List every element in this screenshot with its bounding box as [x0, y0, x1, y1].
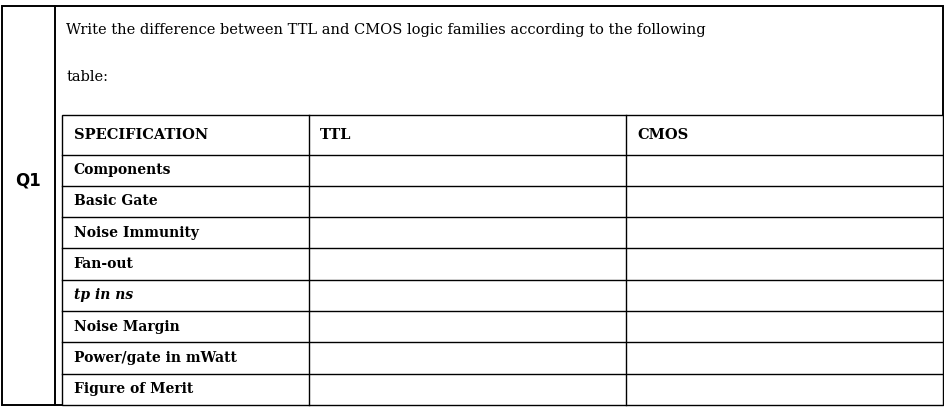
Text: Fan-out: Fan-out — [74, 257, 133, 271]
Bar — [62, 115, 942, 405]
Text: Noise Margin: Noise Margin — [74, 320, 179, 334]
Text: SPECIFICATION: SPECIFICATION — [74, 128, 208, 142]
Text: Basic Gate: Basic Gate — [74, 194, 157, 208]
Text: Figure of Merit: Figure of Merit — [74, 382, 193, 396]
Text: Components: Components — [74, 163, 171, 177]
Text: Noise Immunity: Noise Immunity — [74, 226, 198, 240]
Text: TTL: TTL — [320, 128, 351, 142]
Text: Q1: Q1 — [15, 172, 42, 190]
Text: CMOS: CMOS — [636, 128, 688, 142]
Text: Write the difference between TTL and CMOS logic families according to the follow: Write the difference between TTL and CMO… — [66, 23, 705, 37]
Text: Power/gate in mWatt: Power/gate in mWatt — [74, 351, 236, 365]
Text: tp in ns: tp in ns — [74, 288, 133, 302]
Text: table:: table: — [66, 70, 108, 84]
